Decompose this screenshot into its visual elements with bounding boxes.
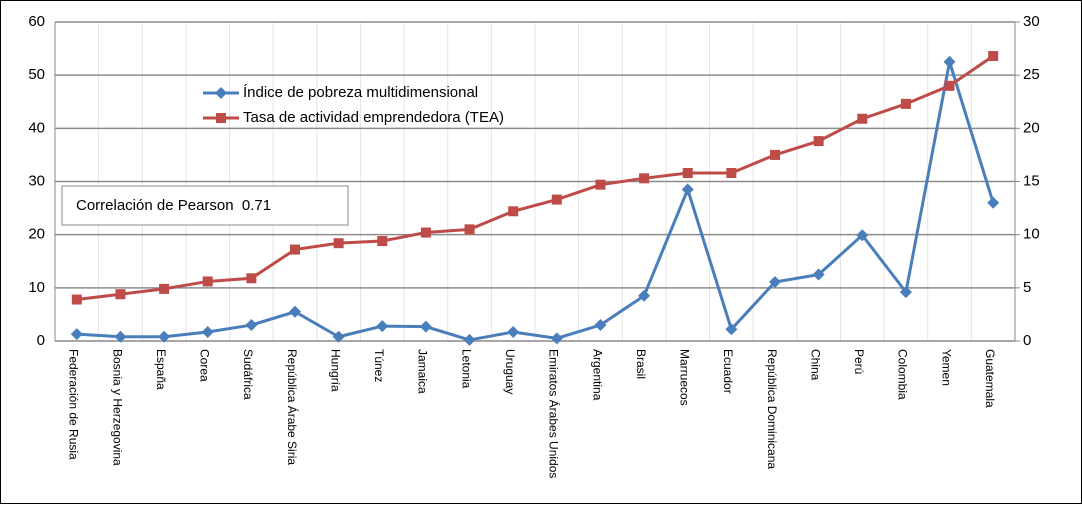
point <box>246 273 257 284</box>
x-tick-label: Sudáfrica <box>241 349 255 400</box>
point <box>856 229 869 242</box>
x-tick-label: Colombia <box>896 349 910 400</box>
point <box>987 196 1000 209</box>
point <box>857 113 868 124</box>
point <box>464 224 475 235</box>
point <box>726 167 737 178</box>
point <box>900 98 911 109</box>
y2-tick-label: 0 <box>1023 332 1031 349</box>
point <box>812 268 825 281</box>
point <box>508 206 519 217</box>
point <box>377 236 388 247</box>
point <box>944 80 955 91</box>
point <box>682 167 693 178</box>
series-line <box>76 54 995 302</box>
point <box>158 330 171 343</box>
point <box>943 55 956 68</box>
point <box>289 305 301 318</box>
legend-label: Tasa de actividad emprendedora (TEA) <box>243 109 504 126</box>
point <box>813 136 824 147</box>
point <box>639 173 650 184</box>
point <box>595 179 606 190</box>
x-tick-label: Argentina <box>590 349 604 401</box>
point <box>201 325 214 338</box>
x-tick-label: República Árabe Siria <box>285 349 300 465</box>
x-tick-label: Perú <box>852 349 866 374</box>
y-tick-label: 60 <box>28 13 45 30</box>
point <box>770 149 780 160</box>
series-line <box>76 61 995 342</box>
y-tick-label: 10 <box>28 279 45 296</box>
point <box>899 286 912 299</box>
y2-tick-label: 20 <box>1023 119 1040 136</box>
point <box>988 51 999 62</box>
x-tick-label: Corea <box>198 349 212 382</box>
point <box>115 289 126 300</box>
x-tick-label: Federación de Rusia <box>67 349 81 460</box>
point <box>376 320 389 333</box>
point <box>290 244 300 255</box>
annotation-box <box>61 185 349 226</box>
point <box>550 332 563 345</box>
y2-tick-label: 10 <box>1023 226 1040 243</box>
point <box>333 238 344 249</box>
point <box>420 227 431 238</box>
x-tick-label: Uruguay <box>503 349 517 394</box>
point <box>769 275 781 288</box>
x-tick-label: Yemen <box>939 349 953 386</box>
y-tick-label: 20 <box>28 226 45 243</box>
y-tick-label: 40 <box>28 119 45 136</box>
point <box>419 320 432 333</box>
legend-label: Índice de pobreza multidimensional <box>243 84 478 101</box>
point <box>681 183 694 196</box>
x-tick-label: Bosnia y Herzegovina <box>110 349 124 466</box>
y2-tick-label: 30 <box>1023 13 1040 30</box>
x-tick-label: Brasil <box>634 349 648 379</box>
point <box>594 319 607 332</box>
point <box>114 330 127 343</box>
x-tick-label: China <box>808 349 822 381</box>
y2-tick-label: 25 <box>1023 66 1040 83</box>
y-tick-label: 50 <box>28 66 45 83</box>
y-tick-label: 30 <box>28 172 45 189</box>
point <box>507 325 520 338</box>
x-tick-label: República Dominicana <box>765 349 779 469</box>
x-tick-label: Hungría <box>328 349 342 392</box>
x-tick-label: Emiratos Árabes Unidos <box>547 349 562 478</box>
point <box>202 276 213 287</box>
point <box>332 330 345 343</box>
legend-marker <box>216 113 226 123</box>
annotation: Correlación de Pearson 0.71 <box>76 197 271 214</box>
y-tick-label: 0 <box>37 332 45 349</box>
x-tick-label: Letonia <box>459 349 473 389</box>
point <box>551 194 562 205</box>
x-tick-label: España <box>154 349 168 390</box>
point <box>725 323 738 336</box>
point <box>70 328 83 341</box>
y2-tick-label: 15 <box>1023 172 1040 189</box>
point <box>245 319 258 332</box>
x-tick-label: Ecuador <box>721 349 735 394</box>
y2-tick-label: 5 <box>1023 279 1031 296</box>
point <box>638 289 651 302</box>
point <box>463 333 476 346</box>
x-tick-label: Jamaica <box>416 349 430 394</box>
point <box>71 294 82 305</box>
point <box>159 283 170 294</box>
legend-marker <box>215 87 227 99</box>
x-tick-label: Túnez <box>372 349 386 382</box>
x-tick-label: Guatemala <box>983 349 997 408</box>
x-tick-label: Marruecos <box>678 349 692 406</box>
